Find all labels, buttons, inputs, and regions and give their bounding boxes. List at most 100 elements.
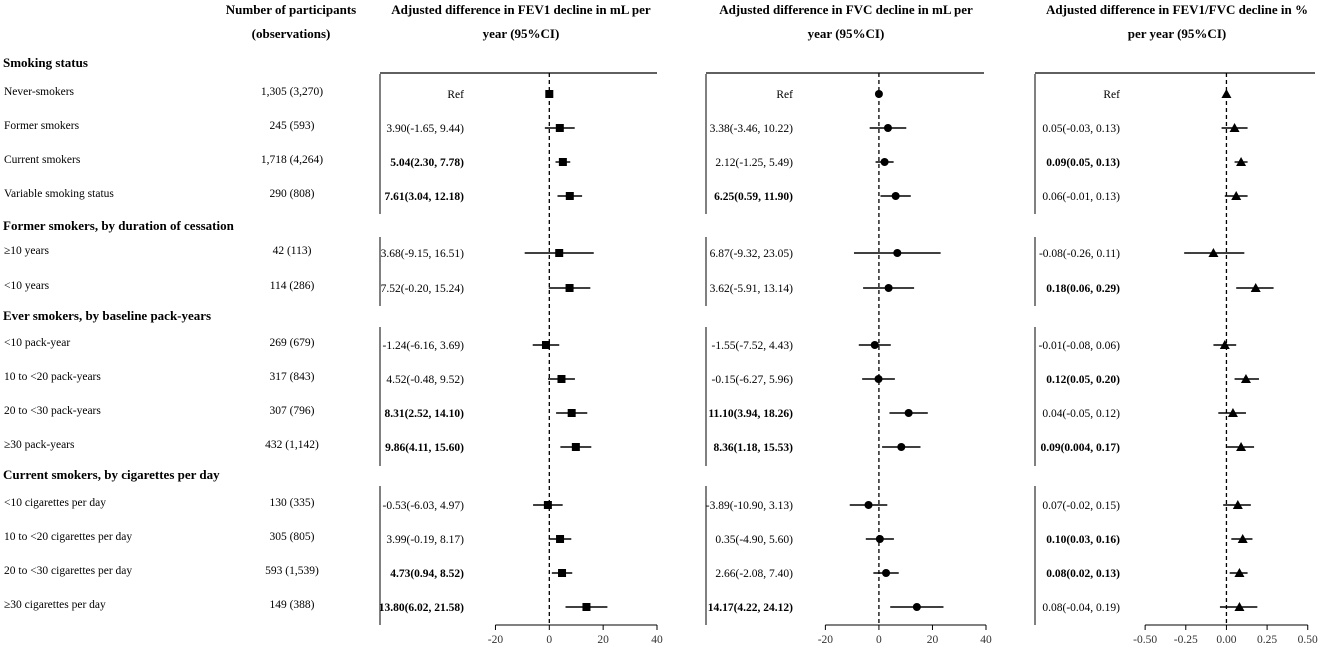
row-participants: 114 (286)	[270, 280, 315, 292]
row-participants: 42 (113)	[273, 245, 312, 257]
estimate-ci-label: 4.52(-0.48, 9.52)	[386, 374, 464, 386]
point-estimate-circle	[882, 569, 891, 577]
x-tick-label: 20	[927, 634, 939, 646]
estimate-ci-label: -1.55(-7.52, 4.43)	[712, 340, 794, 352]
point-estimate-circle	[893, 249, 902, 257]
panel-fvc: -20 0 20 40 Ref 3.38(-3.46, 10.22) 2.12(-1.25,…	[705, 72, 992, 646]
point-estimate-square	[565, 192, 574, 200]
point-estimate-square	[582, 603, 591, 611]
estimate-ci-label: 0.12(0.05, 0.20)	[1046, 374, 1120, 386]
point-estimate-circle	[912, 603, 921, 611]
point-estimate-circle	[874, 90, 883, 98]
panel-fvc-title-line2: year (95%CI)	[808, 26, 885, 41]
panel-fev1-title-line1: Adjusted difference in FEV1 decline in m…	[391, 2, 651, 17]
estimate-ci-label: -0.01(-0.08, 0.06)	[1039, 340, 1121, 352]
point-estimate-circle	[883, 124, 892, 132]
x-tick-label: 0.25	[1257, 634, 1277, 646]
estimate-ci-label: 8.36(1.18, 15.53)	[713, 442, 793, 454]
estimate-ci-label: 5.04(2.30, 7.78)	[390, 157, 464, 169]
point-estimate-triangle	[1221, 89, 1232, 98]
row-label: Never-smokers	[4, 86, 75, 98]
point-estimate-triangle	[1240, 374, 1251, 383]
x-tick-label: -0.50	[1133, 634, 1157, 646]
point-estimate-circle	[874, 375, 883, 383]
point-estimate-circle	[864, 501, 873, 509]
estimate-ci-label: 14.17(4.22, 24.12)	[708, 602, 793, 614]
point-estimate-circle	[875, 535, 884, 543]
point-estimate-square	[567, 409, 576, 417]
estimate-ci-label: 3.62(-5.91, 13.14)	[710, 283, 794, 295]
estimate-ci-label: 0.06(-0.01, 0.13)	[1042, 191, 1120, 203]
row-label: ≥10 years	[4, 245, 49, 257]
estimate-ci-label: 3.99(-0.19, 8.17)	[386, 534, 464, 546]
x-tick-label: 0	[876, 634, 882, 646]
point-estimate-triangle	[1227, 408, 1238, 417]
x-tick-label: 40	[651, 634, 663, 646]
row-label: <10 cigarettes per day	[4, 497, 106, 509]
estimate-ci-label: 0.35(-4.90, 5.60)	[715, 534, 793, 546]
row-participants: 130 (335)	[269, 497, 314, 509]
point-estimate-square	[541, 341, 550, 349]
panel-fvc-title-line1: Adjusted difference in FVC decline in mL…	[719, 2, 973, 17]
row-participants: 317 (843)	[269, 371, 314, 383]
point-estimate-triangle	[1208, 248, 1219, 257]
estimate-ci-label: 6.87(-9.32, 23.05)	[710, 248, 794, 260]
x-tick-label: -0.25	[1174, 634, 1198, 646]
estimate-ci-label: 3.68(-9.15, 16.51)	[381, 248, 465, 260]
point-estimate-triangle	[1219, 340, 1230, 349]
point-estimate-square	[558, 569, 567, 577]
row-participants: 305 (805)	[269, 531, 314, 543]
row-label: <10 pack-year	[4, 337, 70, 349]
point-estimate-triangle	[1234, 602, 1245, 611]
estimate-ci-label: 3.90(-1.65, 9.44)	[386, 123, 464, 135]
estimate-ci-label: 0.04(-0.05, 0.12)	[1042, 408, 1120, 420]
panel-ratio-title-line2: per year (95%CI)	[1128, 26, 1226, 41]
row-label: Variable smoking status	[4, 188, 114, 200]
row-label: ≥30 pack-years	[4, 439, 75, 451]
row-label: 10 to <20 cigarettes per day	[4, 531, 132, 543]
point-estimate-triangle	[1232, 500, 1243, 509]
estimate-ci-label: 0.18(0.06, 0.29)	[1046, 283, 1120, 295]
estimate-ci-label: 11.10(3.94, 18.26)	[708, 408, 793, 420]
estimate-ci-label: Ref	[1103, 89, 1120, 101]
point-estimate-square	[557, 375, 566, 383]
point-estimate-circle	[880, 158, 889, 166]
point-estimate-triangle	[1234, 568, 1245, 577]
x-tick-label: 0.50	[1298, 634, 1318, 646]
point-estimate-circle	[884, 284, 893, 292]
point-estimate-square	[556, 535, 565, 543]
section-smoking-status: Smoking status	[3, 55, 88, 70]
point-estimate-circle	[904, 409, 913, 417]
row-label: Former smokers	[4, 120, 80, 132]
row-participants: 1,305 (3,270)	[261, 86, 323, 98]
row-participants: 149 (388)	[269, 599, 314, 611]
estimate-ci-label: 2.12(-1.25, 5.49)	[715, 157, 793, 169]
panel-ratio-title-line1: Adjusted difference in FEV1/FVC decline …	[1046, 2, 1308, 17]
row-participants: 593 (1,539)	[265, 565, 319, 577]
participants-header-line1: Number of participants	[226, 2, 356, 17]
row-label: 20 to <30 pack-years	[4, 405, 101, 417]
point-estimate-square	[571, 443, 580, 451]
estimate-ci-label: -0.53(-6.03, 4.97)	[383, 500, 465, 512]
estimate-ci-label: Ref	[776, 89, 793, 101]
point-estimate-circle	[891, 192, 900, 200]
row-label: <10 years	[4, 280, 50, 292]
point-estimate-circle	[870, 341, 879, 349]
estimate-ci-label: 7.52(-0.20, 15.24)	[381, 283, 465, 295]
x-tick-label: 0.00	[1216, 634, 1236, 646]
estimate-ci-label: -3.89(-10.90, 3.13)	[706, 500, 793, 512]
panel-fev1-title-line2: year (95%CI)	[483, 26, 560, 41]
point-estimate-square	[565, 284, 574, 292]
estimate-ci-label: 6.25(0.59, 11.90)	[714, 191, 793, 203]
estimate-ci-label: 0.07(-0.02, 0.15)	[1042, 500, 1120, 512]
estimate-ci-label: 0.08(0.02, 0.13)	[1046, 568, 1120, 580]
point-estimate-circle	[897, 443, 906, 451]
estimate-ci-label: 8.31(2.52, 14.10)	[384, 408, 464, 420]
estimate-ci-label: 0.08(-0.04, 0.19)	[1042, 602, 1120, 614]
row-participants: 432 (1,142)	[265, 439, 319, 451]
point-estimate-square	[555, 249, 564, 257]
row-participants: 290 (808)	[269, 188, 314, 200]
estimate-ci-label: 0.09(0.004, 0.17)	[1040, 442, 1120, 454]
estimate-ci-label: -0.08(-0.26, 0.11)	[1039, 248, 1120, 260]
row-label: ≥30 cigarettes per day	[4, 599, 106, 611]
